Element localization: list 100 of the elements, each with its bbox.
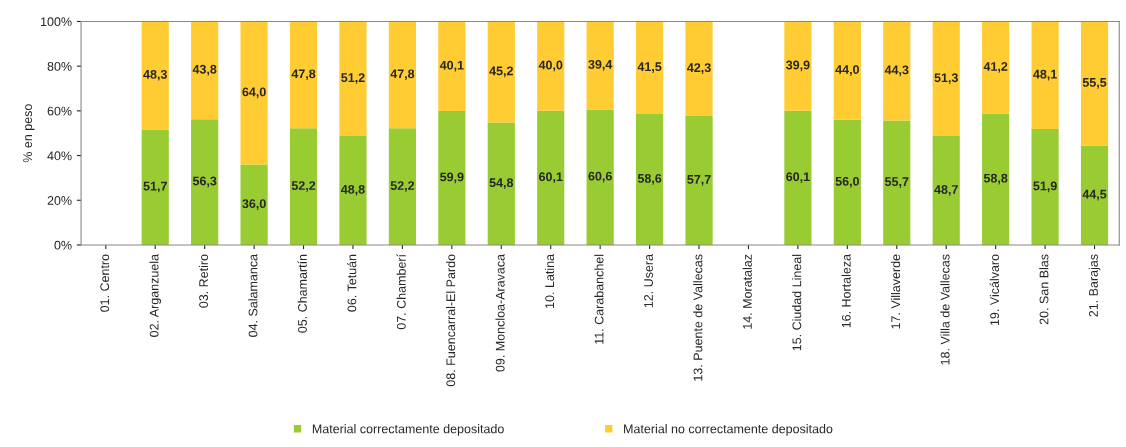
bar bbox=[240, 21, 268, 165]
bar bbox=[636, 113, 664, 245]
y-tick-label: 60% bbox=[47, 106, 72, 116]
bar bbox=[339, 21, 367, 136]
bar bbox=[685, 116, 713, 245]
data-label: 58,6 bbox=[637, 173, 662, 185]
bar bbox=[191, 119, 219, 245]
bar bbox=[438, 21, 466, 112]
x-tick-label: 12. Usera bbox=[644, 253, 653, 308]
data-label: 64,0 bbox=[242, 87, 266, 99]
bar bbox=[883, 120, 911, 245]
x-tick-label: 13. Puente de Vallecas bbox=[693, 254, 703, 381]
data-label: 39,4 bbox=[588, 59, 613, 71]
bar bbox=[982, 21, 1010, 114]
bar bbox=[141, 129, 169, 245]
x-tick-label: 10. Latina bbox=[544, 253, 555, 308]
bar bbox=[537, 21, 565, 111]
y-tick-label: 100% bbox=[41, 17, 72, 27]
data-label: 52,2 bbox=[291, 181, 316, 192]
data-label: 60,6 bbox=[588, 171, 612, 183]
x-tick-label: 11. Carabanchel bbox=[594, 254, 604, 344]
x-tick-label: 16. Hortaleza bbox=[841, 253, 851, 328]
bar bbox=[289, 128, 318, 245]
data-label: 44,0 bbox=[835, 65, 859, 76]
bar bbox=[932, 136, 960, 245]
bar bbox=[982, 113, 1010, 245]
x-tick-label: 04. Salamanca bbox=[248, 253, 258, 337]
data-label: 51,9 bbox=[1033, 181, 1057, 193]
y-tick-label: 80% bbox=[47, 61, 72, 71]
bar bbox=[438, 111, 466, 245]
bar bbox=[685, 21, 713, 116]
bar bbox=[932, 21, 960, 137]
data-label: 48,8 bbox=[341, 184, 365, 196]
data-label: 40,0 bbox=[538, 60, 563, 72]
data-label: 36,0 bbox=[242, 199, 266, 210]
x-tick-label: 02. Arganzuela bbox=[149, 253, 162, 337]
data-label: 45,2 bbox=[489, 66, 513, 78]
x-tick-label: 08. Fuencarral-El Pardo bbox=[446, 254, 456, 387]
x-tick-label: 06. Tetuán bbox=[347, 254, 357, 312]
bar bbox=[141, 21, 169, 130]
bar bbox=[784, 21, 812, 111]
x-tick-label: 19. Vicálvaro bbox=[989, 254, 1000, 326]
legend-label: Material correctamente depositado bbox=[312, 424, 504, 436]
x-tick-label: 03. Retiro bbox=[198, 254, 209, 308]
bar bbox=[388, 21, 417, 129]
bar bbox=[833, 21, 861, 120]
data-label: 57,7 bbox=[687, 175, 711, 186]
bar bbox=[289, 21, 318, 129]
y-tick-label: 20% bbox=[47, 196, 72, 205]
bar bbox=[1031, 21, 1059, 129]
data-label: 56,0 bbox=[835, 176, 859, 188]
data-label: 55,7 bbox=[885, 177, 909, 188]
data-label: 42,3 bbox=[687, 63, 711, 74]
bar bbox=[537, 110, 565, 245]
x-tick-label: 07. Chamberí bbox=[396, 254, 406, 330]
data-label: 43,8 bbox=[192, 64, 217, 76]
data-label: 56,3 bbox=[192, 176, 217, 188]
x-tick-label: 05. Chamartín bbox=[297, 254, 307, 333]
data-label: 41,2 bbox=[983, 62, 1008, 73]
data-label: 51,3 bbox=[934, 73, 958, 84]
x-tick-label: 18. Villa de Vallecas bbox=[940, 254, 950, 365]
data-label: 47,8 bbox=[291, 69, 316, 81]
bar bbox=[1080, 21, 1109, 146]
y-tick-label: 40% bbox=[47, 151, 72, 161]
bar bbox=[339, 135, 367, 245]
data-label: 44,3 bbox=[884, 65, 909, 77]
y-axis-title: % en peso bbox=[23, 104, 35, 163]
data-label: 52,2 bbox=[390, 181, 415, 192]
data-label: 51,2 bbox=[341, 73, 365, 84]
data-label: 39,9 bbox=[786, 60, 810, 72]
bar bbox=[1031, 128, 1059, 245]
x-tick-label: 21. Barajas bbox=[1088, 254, 1101, 317]
bar bbox=[883, 21, 911, 121]
bar bbox=[586, 21, 614, 110]
x-tick-label: 01. Centro bbox=[100, 254, 110, 312]
bar bbox=[636, 21, 664, 114]
bar bbox=[388, 128, 417, 245]
data-label: 40,1 bbox=[439, 60, 464, 72]
legend-label: Material no correctamente depositado bbox=[624, 424, 833, 436]
bar bbox=[586, 109, 614, 245]
bar bbox=[191, 21, 219, 120]
data-label: 59,9 bbox=[440, 172, 464, 184]
data-label: 47,8 bbox=[390, 69, 415, 81]
data-label: 60,1 bbox=[539, 172, 563, 183]
data-label: 48,3 bbox=[143, 69, 167, 81]
data-label: 58,8 bbox=[983, 173, 1008, 185]
data-label: 54,8 bbox=[489, 178, 514, 189]
bar bbox=[1080, 145, 1109, 245]
data-label: 51,7 bbox=[143, 181, 167, 193]
bar bbox=[487, 21, 515, 123]
x-tick-label: 17. Villaverde bbox=[890, 254, 901, 329]
bar bbox=[487, 122, 515, 245]
data-label: 41,5 bbox=[637, 62, 662, 73]
data-label: 48,1 bbox=[1033, 69, 1057, 81]
x-tick-label: 14. Moratalaz bbox=[742, 254, 752, 329]
bar bbox=[784, 110, 812, 245]
x-tick-label: 20. San Blas bbox=[1039, 254, 1049, 325]
y-tick-label: 0% bbox=[54, 240, 72, 250]
x-tick-label: 09. Moncloa-Aravaca bbox=[495, 253, 505, 372]
x-tick-label: 15. Ciudad Lineal bbox=[792, 254, 802, 351]
